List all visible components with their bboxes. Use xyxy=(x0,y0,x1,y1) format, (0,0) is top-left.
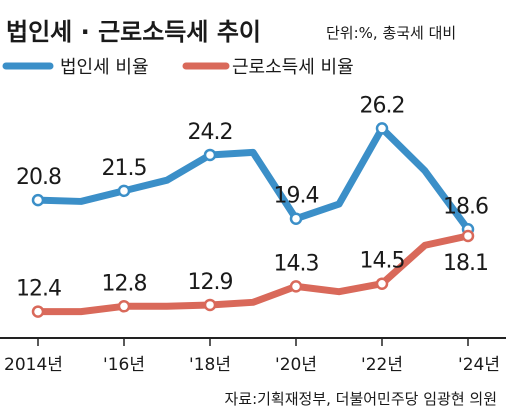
data-label-0-8: 26.2 xyxy=(360,93,405,118)
x-tick-label-2: '18년 xyxy=(189,355,231,375)
x-tick-label-4: '22년 xyxy=(361,355,403,375)
data-point-1-0 xyxy=(31,305,45,318)
data-label-0-0: 20.8 xyxy=(16,165,61,190)
data-label-1-4: 12.9 xyxy=(188,270,233,295)
plot-area: 20.8 21.5 24.2 19.4 26.2 18.6 12.4 12.8 12.9 14.3… xyxy=(16,93,489,318)
data-point-1-4 xyxy=(203,298,217,312)
data-point-0-0 xyxy=(31,193,45,207)
x-tick-label-3: '20년 xyxy=(275,355,317,375)
data-point-0-2 xyxy=(117,184,131,198)
data-point-1-6 xyxy=(289,280,303,293)
data-label-1-8: 14.5 xyxy=(360,249,405,274)
data-point-1-2 xyxy=(117,300,131,313)
source-note: 자료:기획재정부, 더불어민주당 임광현 의원 xyxy=(224,390,497,408)
data-label-0-6: 19.4 xyxy=(274,184,319,209)
chart-subtitle: 단위:%, 총국세 대비 xyxy=(326,24,456,42)
data-label-1-0: 12.4 xyxy=(16,277,61,302)
data-point-1-8 xyxy=(375,277,389,290)
x-tick-label-0: 2014년 xyxy=(4,355,63,375)
data-point-0-8 xyxy=(375,122,389,135)
x-tick-label-5: '24년 xyxy=(458,355,500,375)
data-label-0-10: 18.6 xyxy=(443,194,488,219)
x-axis-ticks: 2014년 '16년 '18년 '20년 '22년 '24년 xyxy=(4,338,500,375)
data-label-1-2: 12.8 xyxy=(102,271,147,296)
data-label-1-10: 18.1 xyxy=(443,251,488,276)
data-point-1-10 xyxy=(461,229,475,243)
data-label-0-2: 21.5 xyxy=(102,156,147,181)
x-tick-label-1: '16년 xyxy=(103,355,145,375)
series-line-1 xyxy=(34,232,472,316)
legend-label-income: 근로소득세 비율 xyxy=(232,57,354,78)
series-line-0 xyxy=(34,124,472,233)
data-label-0-4: 24.2 xyxy=(188,120,233,145)
data-label-1-6: 14.3 xyxy=(274,251,319,276)
legend: 법인세 비율 근로소득세 비율 xyxy=(2,57,354,78)
data-point-0-4 xyxy=(203,148,217,162)
data-point-0-6 xyxy=(289,212,303,225)
chart-title: 법인세 · 근로소득세 추이 xyxy=(6,18,261,46)
legend-label-corporate: 법인세 비율 xyxy=(60,57,149,78)
